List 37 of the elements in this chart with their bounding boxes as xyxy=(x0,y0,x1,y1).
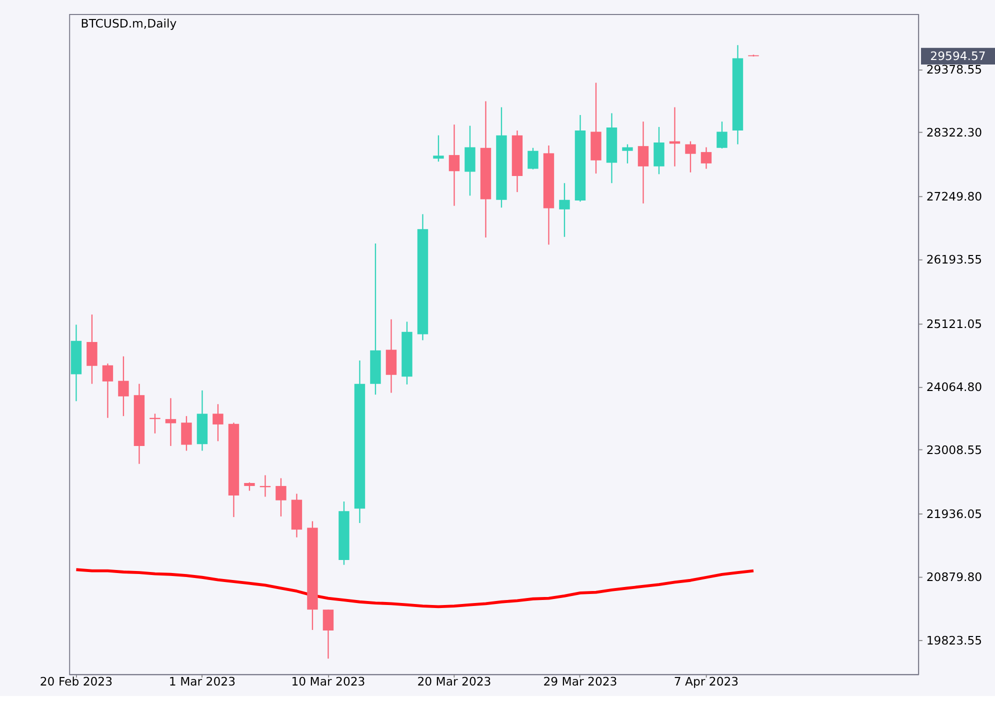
candlestick xyxy=(322,609,334,660)
candlestick xyxy=(654,126,664,175)
candlestick xyxy=(433,134,444,162)
text: 29594.57 xyxy=(930,49,986,64)
candlestick xyxy=(86,314,98,384)
line-series xyxy=(74,568,755,608)
candlestick xyxy=(622,144,633,164)
y-tick-label: 23008.55 xyxy=(926,443,982,458)
candlestick xyxy=(448,124,460,206)
candlestick xyxy=(700,146,712,170)
x-tick-label: 29 Mar 2023 xyxy=(543,674,618,688)
candlestick xyxy=(638,121,649,204)
candlestick xyxy=(276,478,286,518)
candlestick xyxy=(212,404,224,442)
x-tick-label: 20 Mar 2023 xyxy=(417,674,492,688)
x-tick-label: 10 Mar 2023 xyxy=(291,674,366,688)
candlestick xyxy=(716,121,728,150)
candlestick xyxy=(685,140,696,173)
candlestick xyxy=(118,356,129,417)
candlestick xyxy=(102,362,114,418)
y-tick-label: 20879.80 xyxy=(926,570,982,584)
x-tick-label: 20 Feb 2023 xyxy=(40,674,113,688)
y-tick-label: 19823.55 xyxy=(926,633,982,648)
y-tick-label: 27249.80 xyxy=(926,190,982,204)
candlestick xyxy=(181,416,192,452)
chart-title: BTCUSD.m,Daily xyxy=(80,16,177,31)
y-tick-label: 24064.80 xyxy=(926,380,982,394)
y-tick-label: 28322.30 xyxy=(926,126,982,140)
y-tick-label: 26193.55 xyxy=(926,252,982,267)
y-tick-label: 25121.05 xyxy=(926,316,982,331)
candlestick xyxy=(528,147,538,170)
x-tick-label: 7 Apr 2023 xyxy=(674,674,739,688)
y-tick-label: 29378.55 xyxy=(926,62,982,76)
candlestick xyxy=(165,398,176,447)
y-tick-label: 21936.05 xyxy=(926,507,982,522)
x-tick-label: 1 Mar 2023 xyxy=(168,674,236,688)
candlestick xyxy=(559,182,570,238)
